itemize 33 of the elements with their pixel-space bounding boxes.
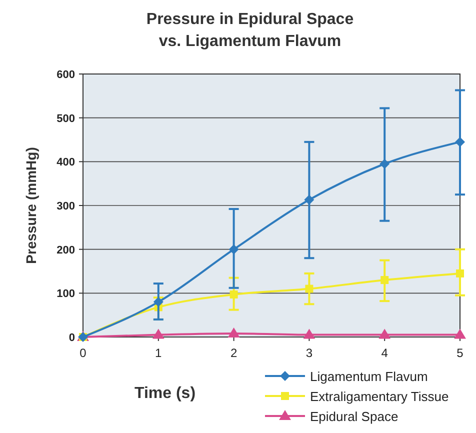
legend-label: Ligamentum Flavum [310,369,428,384]
y-tick-label: 300 [56,200,75,212]
point [230,290,238,298]
x-tick-label: 0 [80,346,87,360]
point [305,284,314,293]
point [456,269,464,278]
y-tick-label: 100 [56,288,75,300]
y-tick-label: 600 [56,69,75,81]
point [228,244,239,254]
point [380,276,389,284]
y-tick-label: 500 [56,112,75,125]
point [454,328,466,339]
y-tick-label: 400 [56,156,75,169]
x-tick-label: 5 [456,346,464,360]
x-tick-label: 4 [381,346,388,360]
x-tick-label: 1 [155,346,162,360]
point [152,328,164,339]
y-tick-label: 200 [56,244,75,256]
point [228,327,240,338]
point [378,328,391,339]
x-tick-label: 2 [230,346,238,360]
legend-label: Epidural Space [310,409,398,424]
point [153,296,164,307]
chart-title: Pressure in Epidural Space vs. Ligamentum Flavum [146,11,354,50]
point [304,194,314,205]
y-axis-title: Pressure (mmHg) [23,147,39,264]
point [303,328,316,339]
legend-label: Extraligamentary Tissue [310,389,449,404]
x-axis-title: Time (s) [134,385,196,402]
x-tick-label: 3 [306,346,313,360]
point [380,158,390,169]
point [455,136,465,147]
y-tick-label: 0 [68,332,75,344]
